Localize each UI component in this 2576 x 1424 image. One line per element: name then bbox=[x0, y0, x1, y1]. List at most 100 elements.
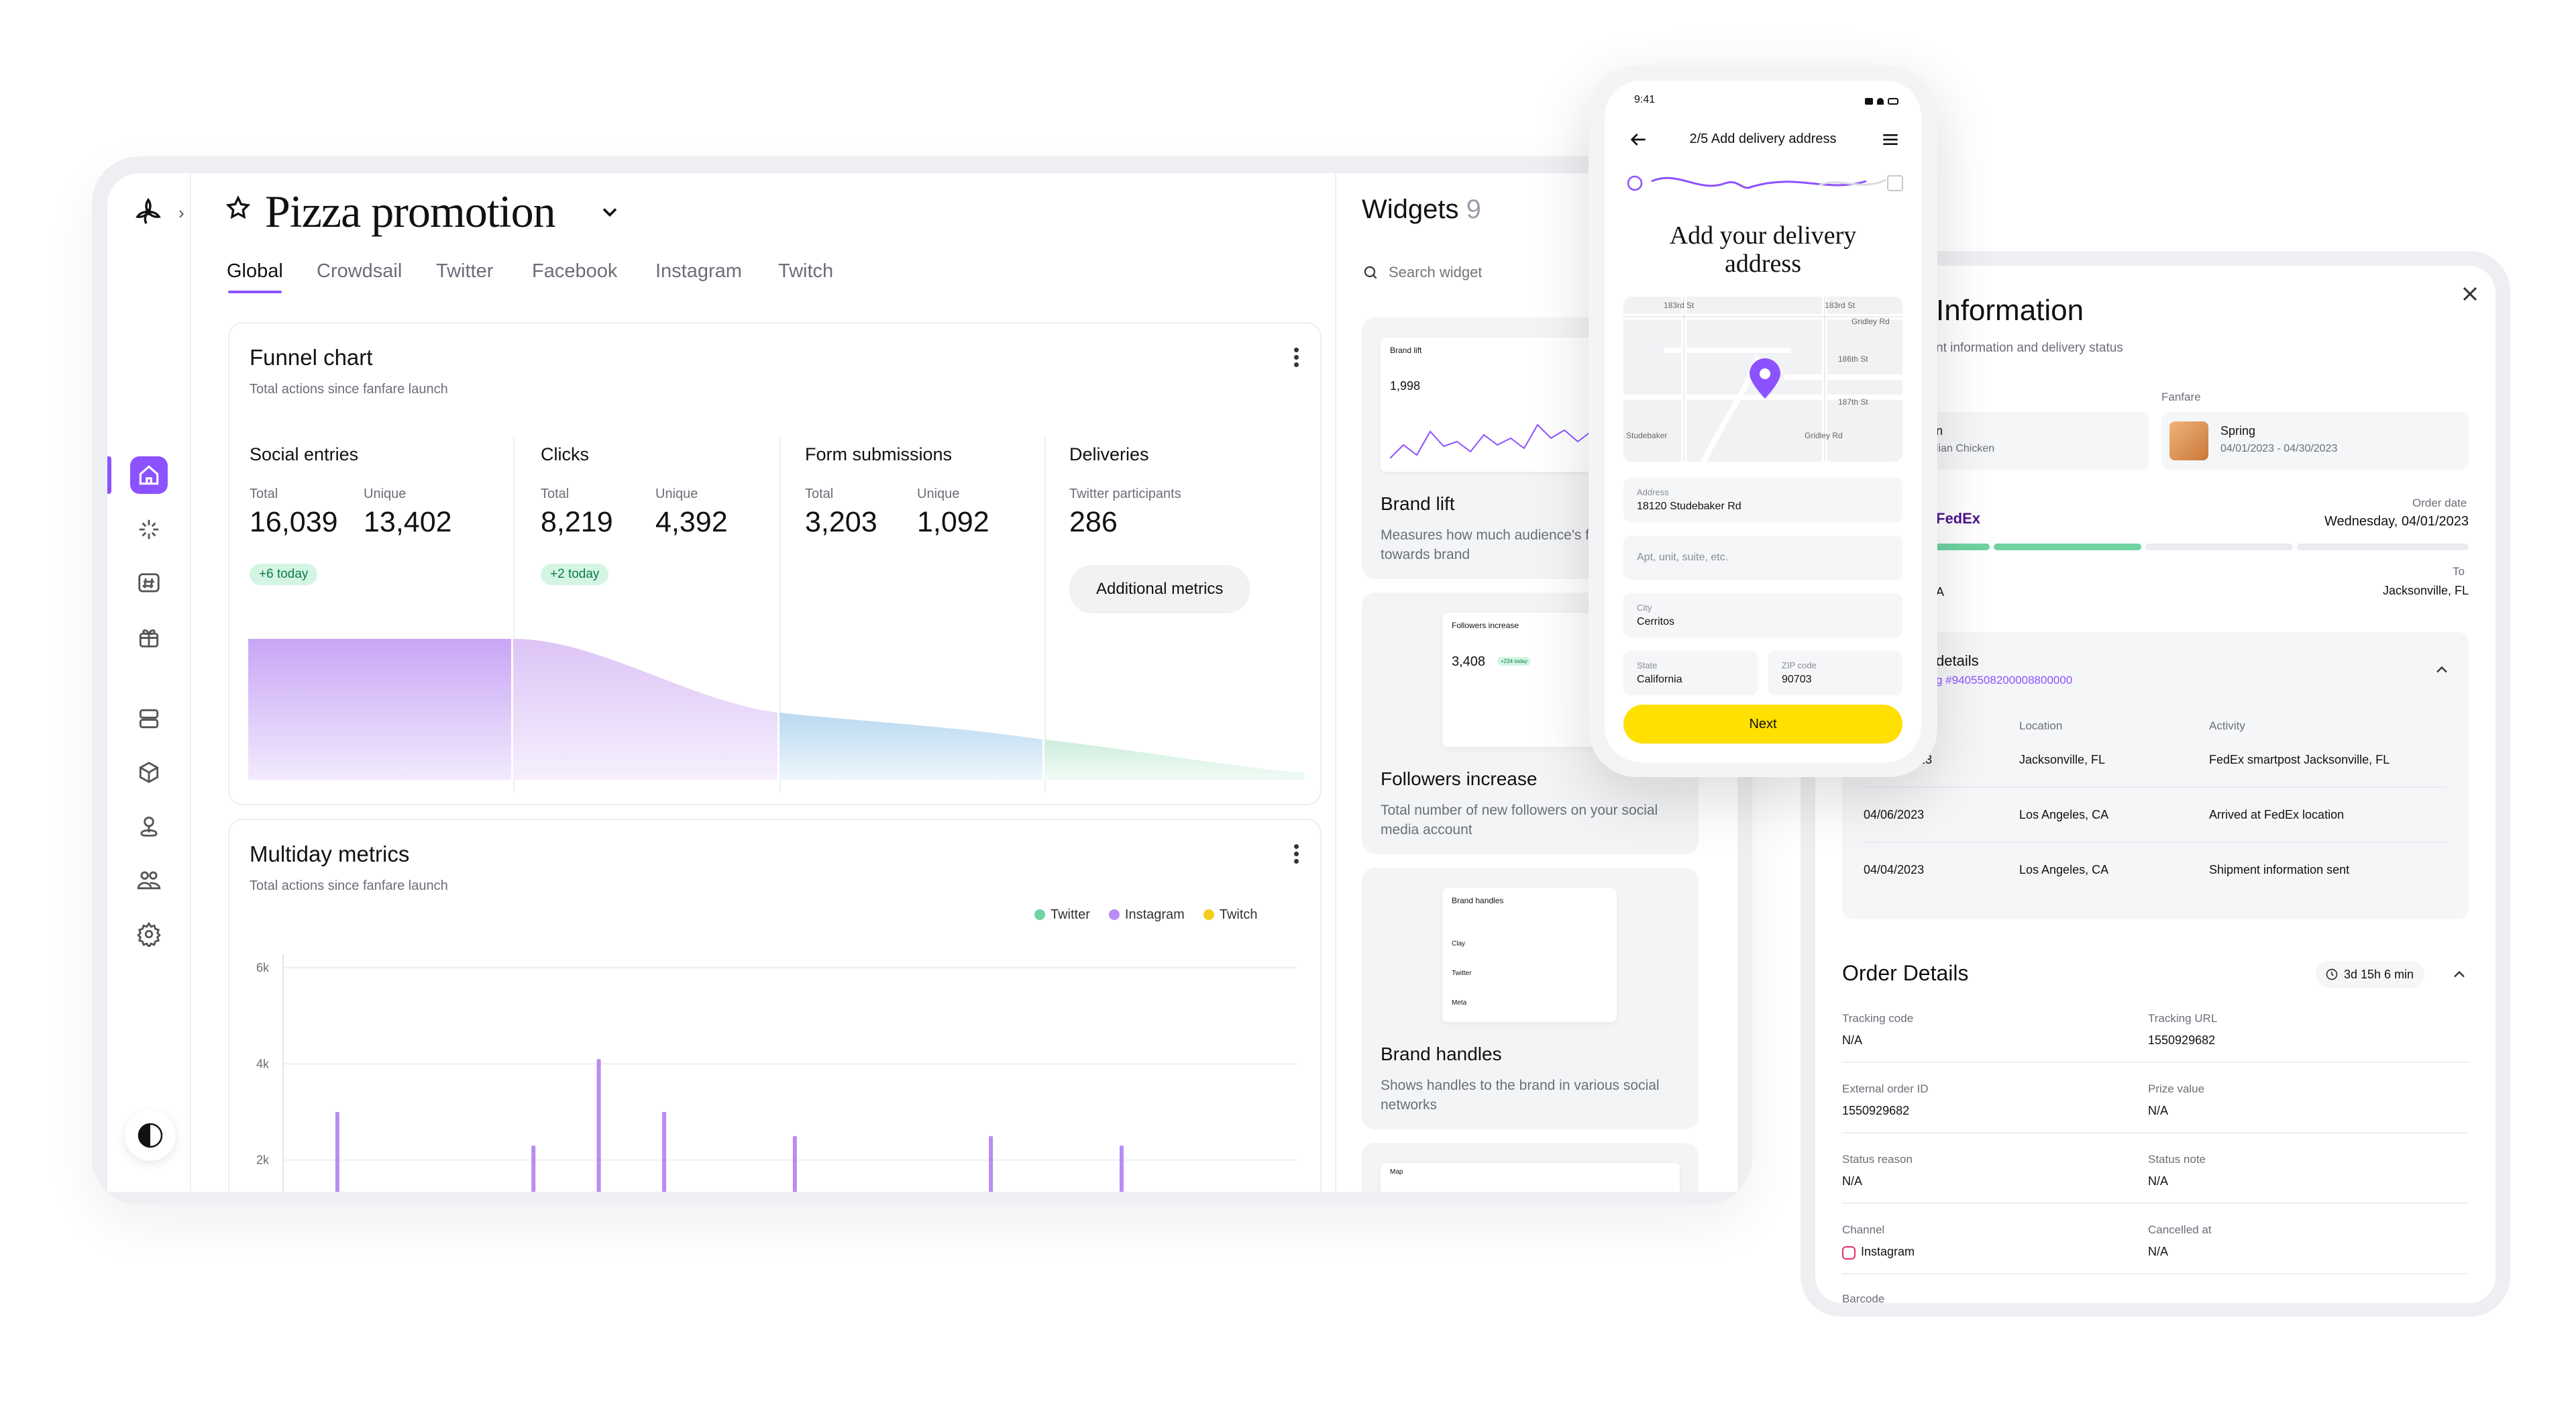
widget-name: Followers increase bbox=[1381, 768, 1538, 789]
widget-card-map[interactable]: Map bbox=[1362, 1143, 1699, 1192]
bar-instagram[interactable] bbox=[335, 1112, 339, 1192]
sparkle-icon[interactable] bbox=[130, 511, 168, 548]
bar-instagram[interactable] bbox=[596, 1059, 601, 1192]
more-options-icon[interactable] bbox=[1289, 842, 1303, 868]
map[interactable]: 183rd St 183rd St 186th St 187th St Stud… bbox=[1623, 297, 1902, 462]
field-value: Instagram bbox=[1861, 1245, 1915, 1258]
tracking-number[interactable]: g #9405508200008800000 bbox=[1936, 674, 2073, 686]
thumb-value: 1,998 bbox=[1390, 379, 1421, 393]
close-icon[interactable] bbox=[2458, 282, 2482, 306]
timer-badge: 3d 15h 6 min bbox=[2316, 961, 2425, 988]
divider bbox=[1864, 842, 2447, 843]
bar-instagram[interactable] bbox=[1119, 1146, 1124, 1192]
metric-value: 1,092 bbox=[917, 506, 989, 538]
legend-item-twitter[interactable]: Twitter bbox=[1034, 907, 1090, 923]
column-header: Location bbox=[2019, 719, 2063, 732]
instagram-icon bbox=[1842, 1246, 1856, 1260]
users-icon[interactable] bbox=[130, 861, 168, 899]
handle-item: Twitter bbox=[1452, 970, 1472, 977]
fanfare-thumbnail bbox=[2169, 421, 2208, 460]
row-date: 04/04/2023 bbox=[1864, 863, 1925, 876]
gift-icon[interactable] bbox=[130, 618, 168, 656]
page-title: Pizza promotion bbox=[265, 186, 556, 237]
legend-item-twitch[interactable]: Twitch bbox=[1203, 907, 1258, 923]
field-label: Status note bbox=[2148, 1153, 2206, 1166]
tab-twitter[interactable]: Twitter bbox=[436, 260, 494, 282]
apt-field[interactable]: Apt, unit, suite, etc. bbox=[1623, 536, 1902, 580]
from-value: A bbox=[1936, 585, 1945, 599]
chevron-up-icon[interactable] bbox=[2432, 660, 2451, 679]
field-value: 18120 Studebaker Rd bbox=[1637, 501, 1741, 512]
fanfare-logo[interactable] bbox=[129, 193, 167, 231]
hashtag-icon[interactable] bbox=[130, 565, 168, 603]
home-icon[interactable] bbox=[130, 456, 168, 494]
chevron-up-icon[interactable] bbox=[2450, 965, 2469, 984]
city-field[interactable]: City Cerritos bbox=[1623, 593, 1902, 638]
search-input[interactable] bbox=[1389, 264, 1603, 281]
row-activity: Shipment information sent bbox=[2209, 863, 2350, 876]
tab-twitch[interactable]: Twitch bbox=[778, 260, 834, 282]
field-label: Status reason bbox=[1842, 1153, 1913, 1166]
metric-value: 13,402 bbox=[364, 506, 452, 538]
thumb-title: Brand lift bbox=[1390, 346, 1422, 355]
theme-toggle[interactable] bbox=[125, 1110, 176, 1161]
tab-facebook[interactable]: Facebook bbox=[532, 260, 618, 282]
stack-icon[interactable] bbox=[130, 700, 168, 738]
tracking-details-section: details g #9405508200008800000 Location … bbox=[1842, 632, 2469, 919]
field-label: External order ID bbox=[1842, 1082, 1929, 1095]
widget-card-brand-handles[interactable]: Brand handles Clay Twitter Meta Brand ha… bbox=[1362, 868, 1699, 1129]
more-options-icon[interactable] bbox=[1289, 345, 1303, 372]
thumb-title: Map bbox=[1390, 1168, 1403, 1176]
active-tab-indicator bbox=[228, 291, 282, 293]
thumb-badge: +234 today bbox=[1497, 657, 1531, 666]
metric-label: Twitter participants bbox=[1069, 487, 1181, 501]
wifi-icon bbox=[1876, 98, 1884, 105]
thumb-title: Followers increase bbox=[1452, 621, 1519, 630]
bar-instagram[interactable] bbox=[792, 1135, 797, 1192]
column-header: Activity bbox=[2209, 719, 2245, 732]
star-icon[interactable] bbox=[225, 195, 252, 221]
tab-global[interactable]: Global bbox=[227, 260, 283, 282]
chevron-down-icon[interactable] bbox=[598, 200, 622, 224]
widget-name: Brand lift bbox=[1381, 493, 1455, 514]
info-title: Information bbox=[1936, 294, 2084, 327]
next-button[interactable]: Next bbox=[1623, 705, 1902, 744]
card-title: Multiday metrics bbox=[250, 842, 410, 866]
funnel-chart-card: Funnel chart Total actions since fanfare… bbox=[228, 322, 1322, 805]
widget-description: Measures how much audience's feelings to… bbox=[1381, 527, 1634, 562]
zip-field[interactable]: ZIP code 90703 bbox=[1768, 651, 1902, 695]
metric-label: Unique bbox=[364, 487, 407, 501]
status-time: 9:41 bbox=[1634, 94, 1656, 105]
details-title: details bbox=[1936, 652, 1979, 669]
search-icon bbox=[1364, 266, 1377, 279]
widgets-panel: Widgets 9 Brand lift 1,998 Brand lift Me… bbox=[1335, 173, 1737, 1192]
y-tick-label: 2k bbox=[256, 1154, 270, 1167]
map-label: Gridley Rd bbox=[1851, 317, 1890, 326]
field-value: N/A bbox=[2148, 1174, 2169, 1188]
multiday-metrics-card: Multiday metrics Total actions since fan… bbox=[228, 819, 1322, 1192]
back-arrow-icon[interactable] bbox=[1627, 129, 1649, 150]
legend-item-instagram[interactable]: Instagram bbox=[1108, 907, 1185, 923]
menu-icon[interactable] bbox=[1880, 129, 1901, 150]
tab-crowdsail[interactable]: Crowdsail bbox=[317, 260, 402, 282]
map-label: 187th St bbox=[1838, 397, 1868, 407]
cube-icon[interactable] bbox=[130, 754, 168, 791]
bar-instagram[interactable] bbox=[989, 1135, 994, 1192]
address-field[interactable]: Address 18120 Studebaker Rd bbox=[1623, 478, 1902, 522]
additional-metrics-button[interactable]: Additional metrics bbox=[1069, 565, 1250, 613]
card-subtitle: Total actions since fanfare launch bbox=[250, 382, 448, 397]
info-subtitle: nt information and delivery status bbox=[1936, 341, 2123, 355]
phone-title: Add your delivery address bbox=[1669, 221, 1857, 278]
widget-search[interactable] bbox=[1362, 254, 1630, 291]
sidebar-expand-icon[interactable]: › bbox=[178, 203, 184, 223]
bar-instagram[interactable] bbox=[662, 1112, 667, 1192]
settings-icon[interactable] bbox=[130, 915, 168, 953]
tab-instagram[interactable]: Instagram bbox=[655, 260, 742, 282]
row-location: Jacksonville, FL bbox=[2019, 753, 2106, 766]
metric-value: 286 bbox=[1069, 506, 1118, 538]
bar-instagram[interactable] bbox=[531, 1146, 536, 1192]
state-field[interactable]: State California bbox=[1623, 651, 1758, 695]
metric-heading: Form submissions bbox=[805, 444, 953, 464]
fanfare-selector[interactable]: Spring 04/01/2023 - 04/30/2023 bbox=[2161, 412, 2469, 470]
location-icon[interactable] bbox=[130, 807, 168, 845]
